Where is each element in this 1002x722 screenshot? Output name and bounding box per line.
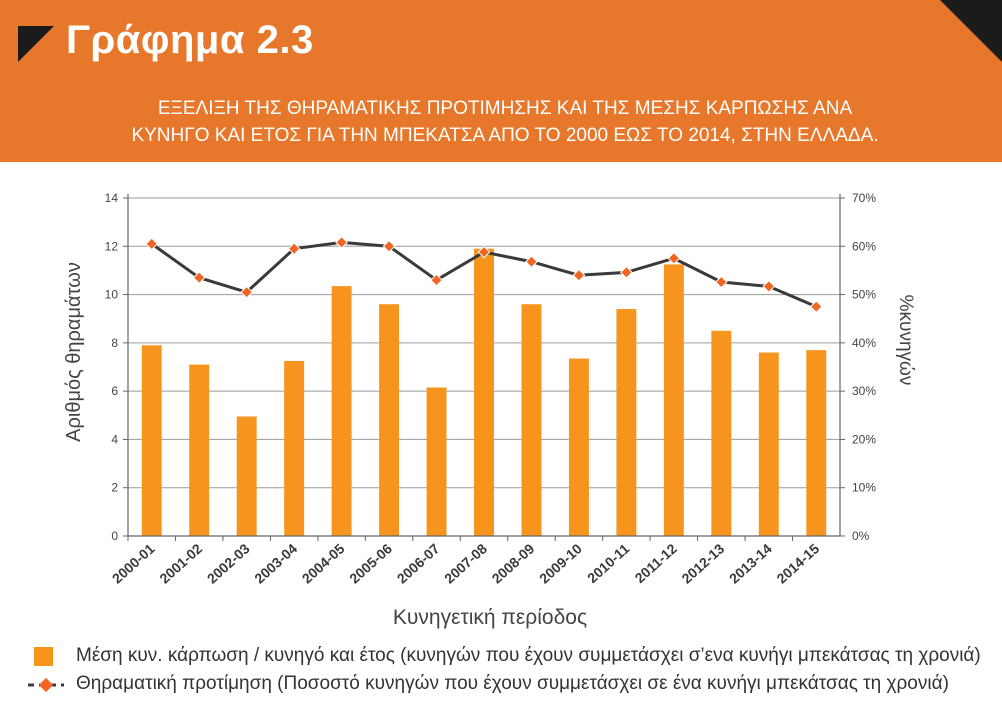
bar bbox=[236, 416, 257, 536]
title-triangle-icon bbox=[18, 26, 54, 62]
bar bbox=[331, 286, 352, 536]
y2-tick-label: 70% bbox=[852, 191, 876, 205]
y2-axis-title: %κυνηγών bbox=[895, 295, 916, 386]
y-tick-label: 4 bbox=[111, 432, 118, 446]
y-tick-label: 2 bbox=[111, 481, 118, 495]
y2-tick-label: 40% bbox=[852, 336, 876, 350]
bar bbox=[663, 264, 684, 536]
y2-tick-label: 30% bbox=[852, 384, 876, 398]
x-tick-label: 2005-06 bbox=[346, 540, 395, 586]
y-tick-label: 0 bbox=[111, 529, 118, 543]
bar bbox=[568, 358, 589, 536]
figure-title: Γράφημα 2.3 bbox=[66, 18, 314, 62]
line-point bbox=[430, 273, 443, 287]
line-point bbox=[762, 279, 776, 293]
line-point bbox=[620, 265, 633, 279]
x-tick-label: 2008-09 bbox=[489, 540, 538, 586]
line-point bbox=[240, 285, 254, 299]
x-axis-title: Κυνηγετική περίοδος bbox=[393, 606, 587, 629]
subtitle-line-1: ΕΞΕΛΙΞΗ ΤΗΣ ΘΗΡΑΜΑΤΙΚΗΣ ΠΡΟΤΙΜΗΣΗΣ ΚΑΙ Τ… bbox=[157, 98, 853, 119]
corner-decoration bbox=[940, 0, 1002, 62]
header-banner: Γράφημα 2.3 ΕΞΕΛΙΞΗ ΤΗΣ ΘΗΡΑΜΑΤΙΚΗΣ ΠΡΟΤ… bbox=[0, 0, 1002, 162]
x-tick-label: 2004-05 bbox=[299, 540, 348, 586]
x-tick-label: 2006-07 bbox=[394, 540, 443, 586]
x-tick-label: 2003-04 bbox=[251, 540, 300, 586]
y-tick-label: 8 bbox=[111, 336, 118, 350]
x-tick-label: 2013-14 bbox=[726, 540, 775, 586]
line-point bbox=[477, 245, 491, 259]
line-point bbox=[335, 236, 348, 249]
bar bbox=[474, 248, 494, 536]
y-tick-label: 10 bbox=[105, 288, 119, 302]
x-tick-label: 2009-10 bbox=[536, 540, 585, 586]
bar bbox=[426, 387, 447, 536]
subtitle-line-2: ΚΥΝΗΓΟ ΚΑΙ ΕΤΟΣ ΓΙΑ ΤΗΝ ΜΠΕΚΑΤΣΑ ΑΠΟ ΤΟ … bbox=[131, 125, 879, 146]
line-point bbox=[667, 251, 681, 265]
y2-tick-label: 50% bbox=[852, 288, 876, 302]
bar bbox=[521, 304, 542, 536]
bar bbox=[758, 352, 779, 536]
axes bbox=[123, 194, 845, 541]
line-point bbox=[809, 300, 823, 314]
combo-chart: 0 2 4 6 8 10 12 14 0% 10% 20% 30% 40% 50% 60% 70% 2000-0… bbox=[63, 191, 916, 629]
bar bbox=[711, 330, 732, 536]
y2-tick-label: 20% bbox=[852, 432, 876, 446]
x-tick-label: 2002-03 bbox=[204, 540, 253, 586]
x-tick-label: 2001-02 bbox=[156, 540, 205, 586]
x-tick-label: 2012-13 bbox=[678, 540, 727, 586]
line-point bbox=[287, 242, 301, 256]
bar bbox=[806, 350, 827, 536]
y2-tick-label: 60% bbox=[852, 239, 876, 253]
x-tick-label: 2007-08 bbox=[441, 540, 490, 586]
line-series bbox=[145, 236, 823, 314]
bar bbox=[141, 345, 162, 536]
y-axis-title: Αριθμός θηραμάτων bbox=[63, 262, 85, 442]
bar bbox=[616, 309, 637, 536]
x-tick-label: 2011-12 bbox=[632, 540, 680, 586]
line-point bbox=[572, 268, 586, 282]
bar bbox=[284, 360, 305, 536]
line-point bbox=[382, 239, 396, 253]
legend-bar-label: Μέση κυν. κάρπωση / κυνηγό και έτος (κυν… bbox=[76, 645, 981, 666]
x-tick-label: 2014-15 bbox=[773, 540, 822, 586]
y-tick-label: 12 bbox=[105, 239, 119, 253]
legend-line-marker-icon bbox=[28, 677, 64, 693]
y2-tick-label: 0% bbox=[852, 529, 870, 543]
bar-series bbox=[141, 248, 827, 536]
figure-subtitle: ΕΞΕΛΙΞΗ ΤΗΣ ΘΗΡΑΜΑΤΙΚΗΣ ΠΡΟΤΙΜΗΣΗΣ ΚΑΙ Τ… bbox=[40, 95, 970, 149]
legend-bar-swatch bbox=[34, 647, 53, 666]
y2-tick-label: 10% bbox=[852, 481, 876, 495]
line-point bbox=[192, 271, 206, 285]
line-point bbox=[145, 237, 159, 251]
line-point bbox=[525, 255, 538, 269]
line-point bbox=[714, 275, 728, 289]
x-tick-label: 2000-01 bbox=[109, 540, 158, 586]
y-tick-label: 14 bbox=[105, 191, 119, 205]
bar bbox=[189, 364, 210, 536]
y-tick-label: 6 bbox=[111, 384, 118, 398]
x-tick-label: 2010-11 bbox=[584, 540, 632, 586]
bar bbox=[379, 304, 400, 536]
legend-line-label: Θηραματική προτίμηση (Ποσοστό κυνηγών πο… bbox=[76, 673, 949, 694]
